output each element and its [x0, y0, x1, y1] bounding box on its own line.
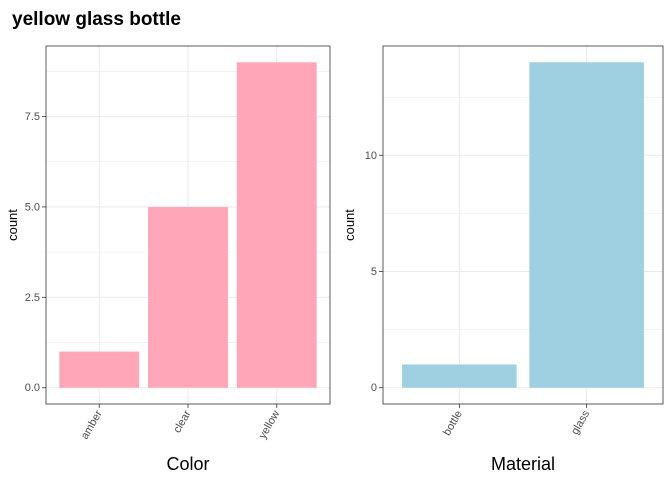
- x-axis-title: Material: [491, 454, 555, 474]
- y-tick-label: 2.5: [25, 292, 40, 304]
- bar-clear: [148, 206, 228, 388]
- x-tick-label-clear: clear: [171, 408, 193, 435]
- x-tick-label-yellow: yellow: [257, 408, 283, 441]
- x-tick-label-amber: amber: [79, 408, 105, 441]
- x-tick-label-glass: glass: [569, 408, 592, 437]
- y-tick-label: 5: [371, 266, 377, 278]
- y-tick-label: 5.0: [25, 201, 40, 213]
- y-tick-label: 7.5: [25, 111, 40, 123]
- bar-bottle: [402, 364, 517, 388]
- y-tick-label: 0.0: [25, 382, 40, 394]
- chart-panel-2: 0 5 10 bottle glass Material count: [342, 45, 664, 474]
- y-axis-title: count: [342, 209, 357, 241]
- y-tick-label: 0: [371, 382, 377, 394]
- bar-yellow: [236, 62, 317, 388]
- bar-glass: [529, 62, 644, 388]
- x-axis-title: Color: [166, 454, 209, 474]
- chart-panel-1: 0.0 2.5 5.0 7.5 amber clear yellow Color count: [5, 45, 331, 474]
- bar-amber: [59, 351, 140, 388]
- y-tick-label: 10: [365, 150, 377, 162]
- x-tick-label-bottle: bottle: [441, 409, 465, 438]
- y-axis-title: count: [5, 209, 20, 241]
- page-title: yellow glass bottle: [12, 9, 181, 30]
- panel-border: [382, 45, 664, 405]
